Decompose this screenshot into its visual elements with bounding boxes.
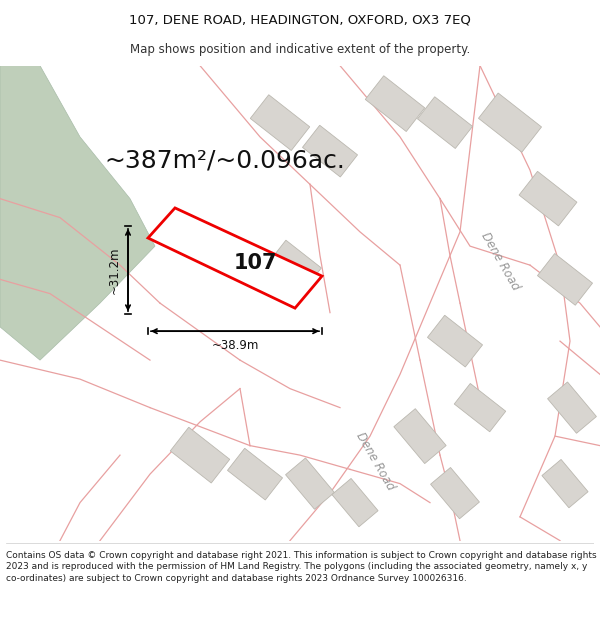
Polygon shape (418, 97, 473, 149)
Polygon shape (332, 479, 378, 527)
Polygon shape (454, 384, 506, 432)
Text: Map shows position and indicative extent of the property.: Map shows position and indicative extent… (130, 42, 470, 56)
Polygon shape (0, 66, 155, 360)
Polygon shape (250, 95, 310, 151)
Polygon shape (538, 254, 593, 305)
Polygon shape (227, 448, 283, 500)
Polygon shape (548, 382, 596, 433)
Polygon shape (170, 428, 230, 483)
Polygon shape (478, 93, 542, 152)
Text: ~387m²/~0.096ac.: ~387m²/~0.096ac. (104, 149, 346, 173)
Polygon shape (427, 315, 482, 367)
Polygon shape (286, 458, 334, 509)
Text: ~31.2m: ~31.2m (107, 246, 121, 294)
Polygon shape (542, 459, 588, 508)
Polygon shape (519, 171, 577, 226)
Polygon shape (365, 76, 425, 131)
Text: Contains OS data © Crown copyright and database right 2021. This information is : Contains OS data © Crown copyright and d… (6, 551, 596, 583)
Polygon shape (302, 125, 358, 177)
Polygon shape (431, 468, 479, 519)
Text: 107, DENE ROAD, HEADINGTON, OXFORD, OX3 7EQ: 107, DENE ROAD, HEADINGTON, OXFORD, OX3 … (129, 13, 471, 26)
Polygon shape (148, 208, 322, 308)
Text: 107: 107 (233, 253, 277, 272)
Text: ~38.9m: ~38.9m (211, 339, 259, 352)
Polygon shape (269, 240, 322, 290)
Text: Dene Road: Dene Road (478, 230, 522, 292)
Text: Dene Road: Dene Road (353, 430, 397, 492)
Polygon shape (394, 409, 446, 464)
